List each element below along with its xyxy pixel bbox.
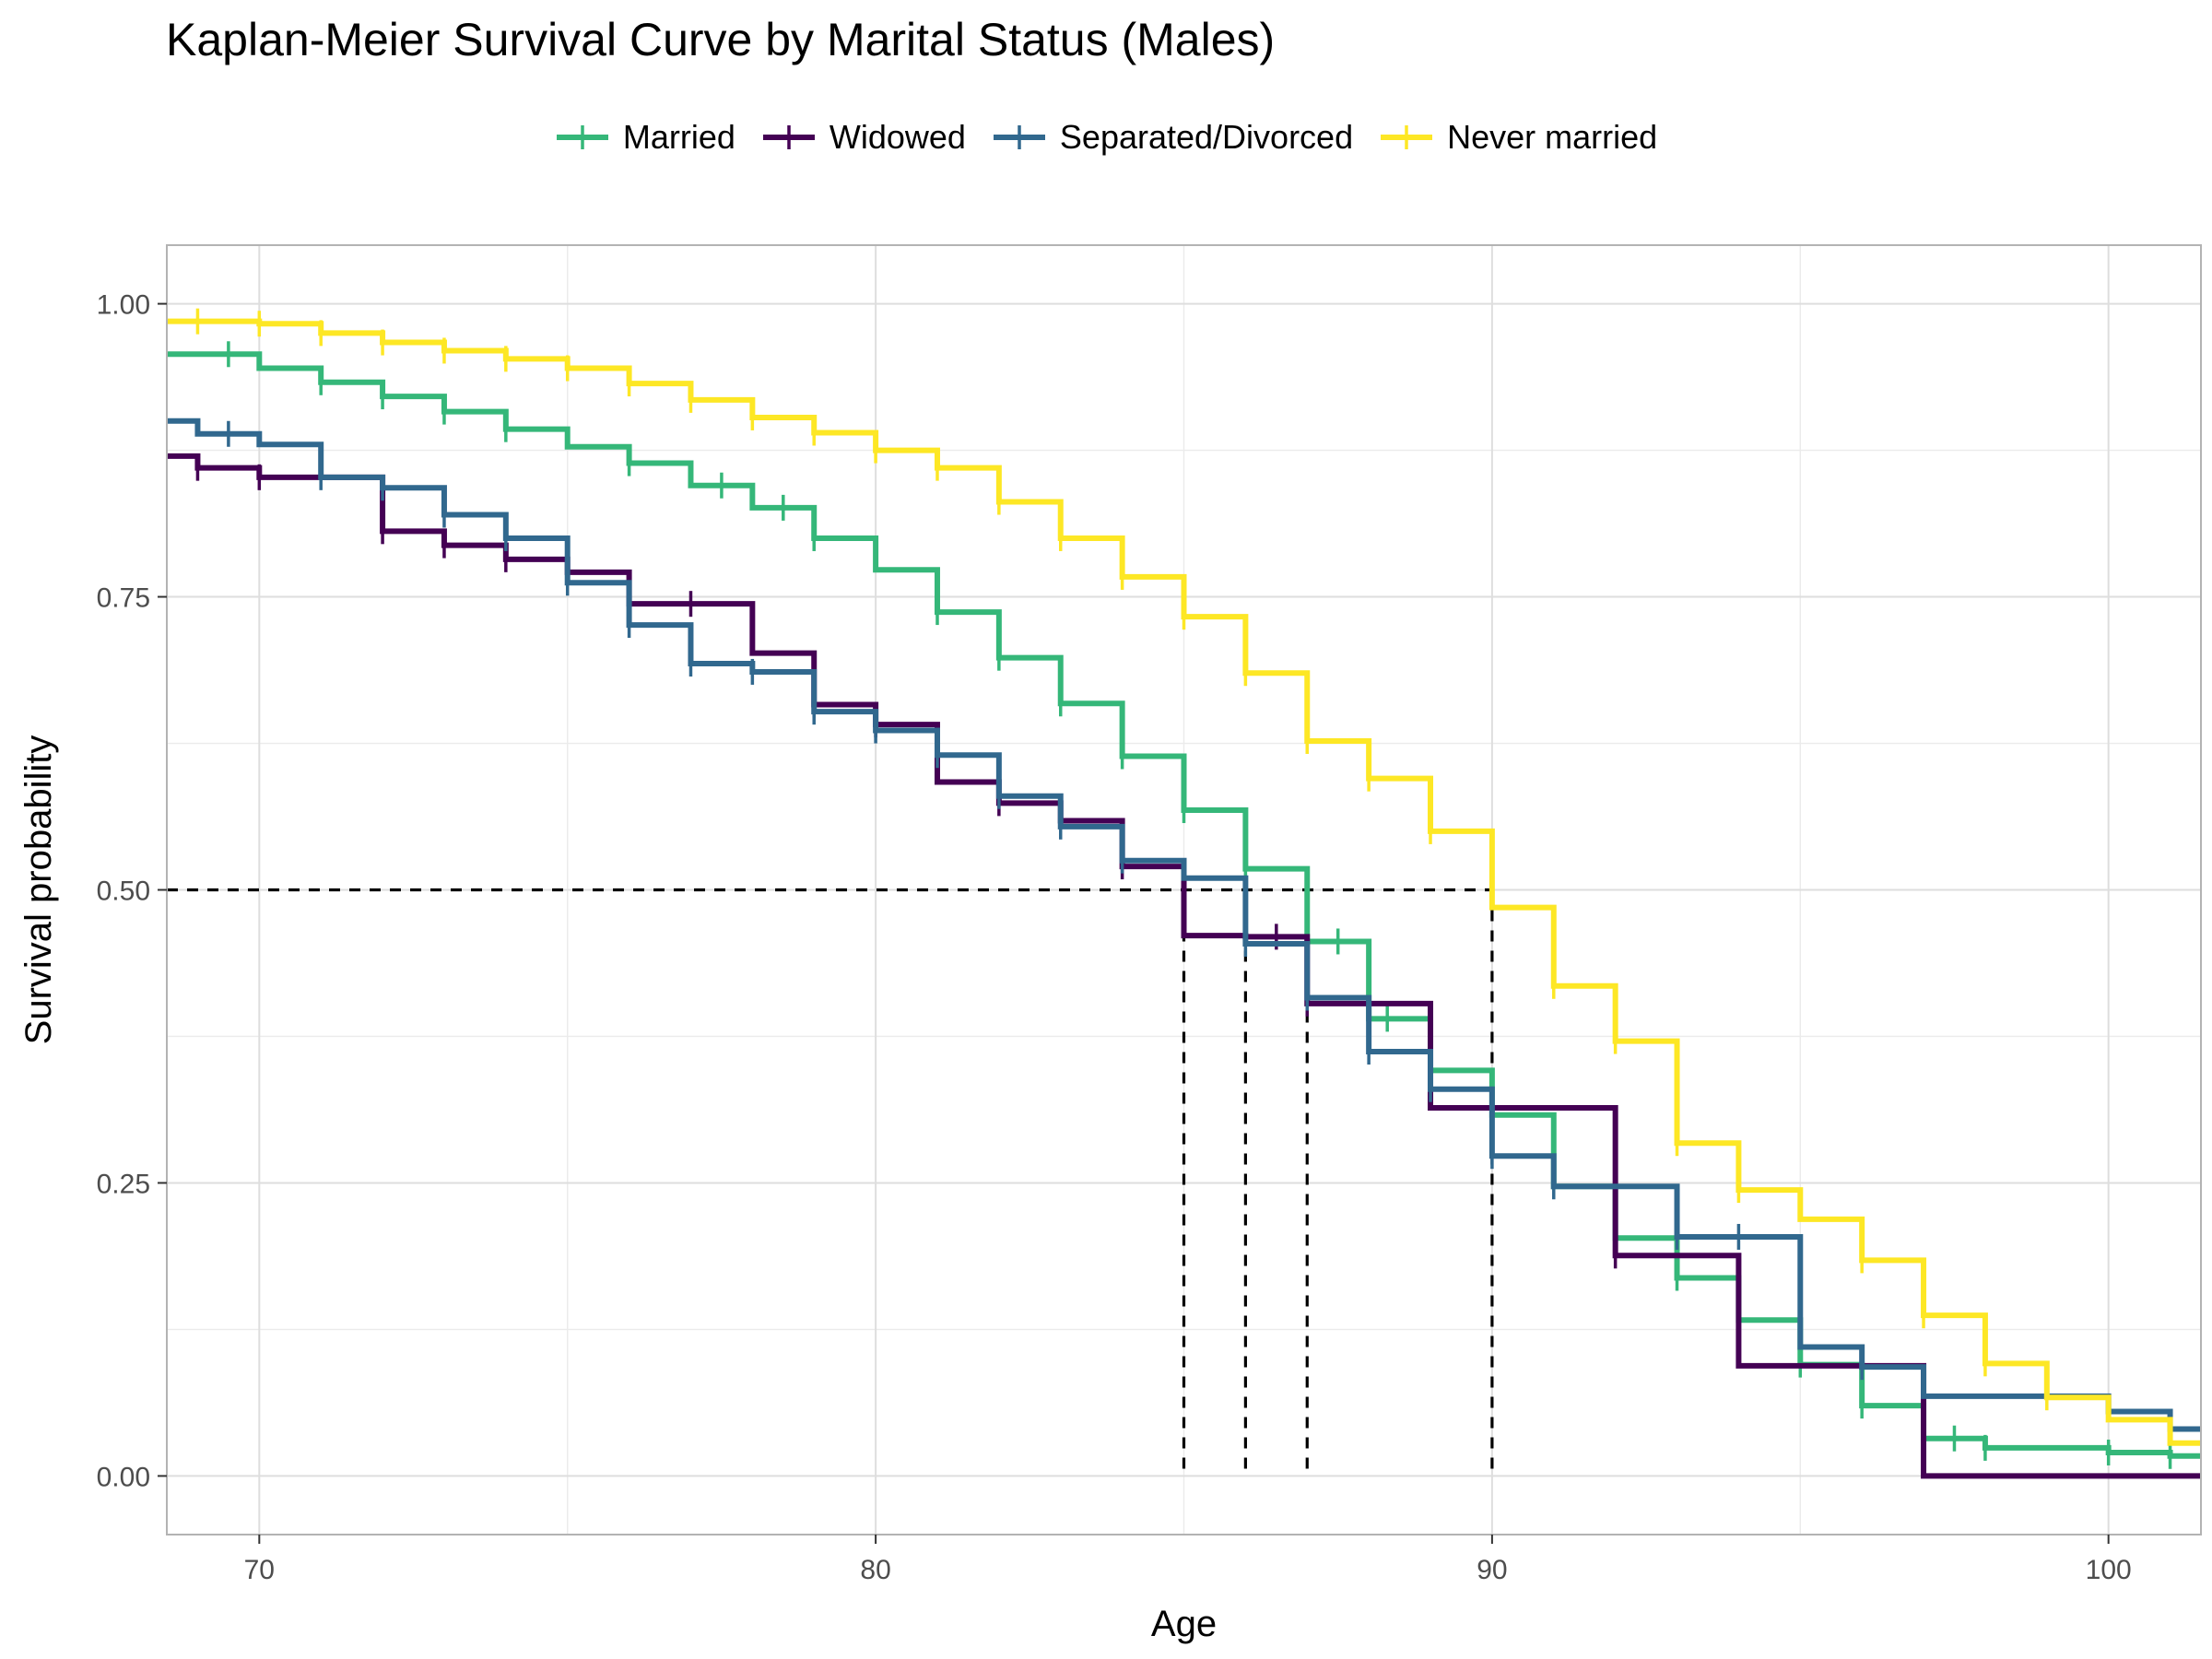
series-group [167,308,2201,1479]
x-tick-label: 70 [244,1555,275,1585]
y-tick-label: 0.50 [97,877,150,907]
legend: Married Widowed Separated/Divorced Never ma… [0,118,2212,157]
median-reference-lines [167,888,1494,1477]
legend-item: Married [555,118,735,157]
legend-key [762,125,815,149]
legend-label: Widowed [829,118,966,156]
y-tick-label: 0.75 [97,583,150,614]
legend-key [556,125,608,149]
legend-item: Never married [1379,118,1657,157]
chart-title: Kaplan-Meier Survival Curve by Marital S… [166,14,1276,65]
y-tick-label: 1.00 [97,290,150,321]
km-step-line [167,318,2201,1446]
y-axis-title: Survival probability [18,735,59,1045]
y-tick-label: 0.00 [97,1462,150,1492]
x-axis: 70 80 90 100 [244,1535,2132,1585]
series-never-married [167,308,2201,1446]
legend-label: Never married [1447,118,1658,156]
legend-label: Separated/Divorced [1059,118,1354,156]
legend-item: Separated/Divorced [992,118,1353,157]
x-tick-label: 80 [860,1555,890,1585]
legend-label: Married [622,118,735,156]
x-tick-label: 100 [2086,1555,2132,1585]
x-tick-label: 90 [1477,1555,1507,1585]
legend-key [1381,125,1433,149]
x-axis-title: Age [1151,1604,1217,1644]
y-tick-label: 0.25 [97,1169,150,1199]
series-separated-divorced [167,418,2201,1442]
legend-key [993,125,1045,149]
y-axis: 0.00 0.25 0.50 0.75 1.00 [97,290,167,1492]
legend-item: Widowed [761,118,966,157]
